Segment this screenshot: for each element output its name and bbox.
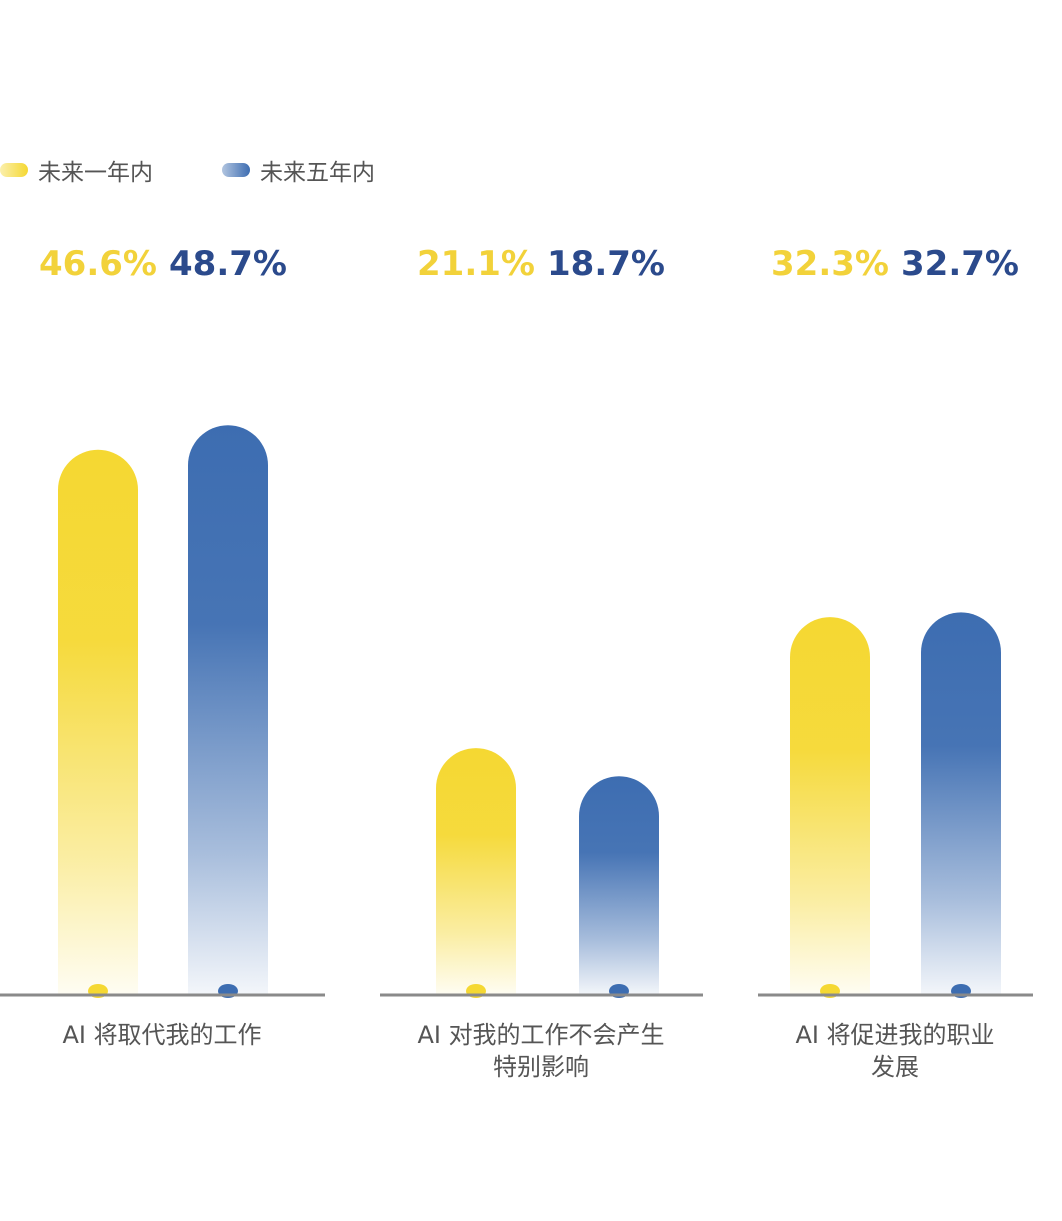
- value-label-one-year-3: 32.3%: [771, 244, 889, 284]
- bar-five-years-1: [188, 425, 268, 996]
- category-label-2-line-1: AI 对我的工作不会产生: [417, 1021, 664, 1049]
- category-label-3-line-1: AI 将促进我的职业: [795, 1021, 994, 1049]
- bar-one-year-2: [436, 748, 516, 995]
- value-label-one-year-2: 21.1%: [417, 244, 535, 284]
- legend-item-one-year: 未来一年内: [0, 152, 153, 188]
- legend-swatch-five-years: [222, 163, 250, 177]
- value-label-one-year-1: 46.6%: [39, 244, 157, 284]
- legend-label-one-year: 未来一年内: [38, 160, 153, 186]
- bar-five-years-2: [579, 776, 659, 995]
- value-label-five-years-1: 48.7%: [169, 244, 287, 284]
- value-label-five-years-2: 18.7%: [547, 244, 665, 284]
- category-label-2-line-2: 特别影响: [493, 1053, 589, 1081]
- bar-one-year-3: [790, 617, 870, 995]
- value-label-five-years-3: 32.7%: [901, 244, 1019, 284]
- bar-one-year-1: [58, 449, 138, 995]
- legend-swatch-one-year: [0, 163, 28, 177]
- category-label-3-line-2: 发展: [871, 1053, 919, 1081]
- legend-item-five-years: 未来五年内: [222, 152, 375, 188]
- legend-label-five-years: 未来五年内: [260, 160, 375, 186]
- bar-five-years-3: [921, 612, 1001, 995]
- category-label-1-line-1: AI 将取代我的工作: [62, 1021, 261, 1049]
